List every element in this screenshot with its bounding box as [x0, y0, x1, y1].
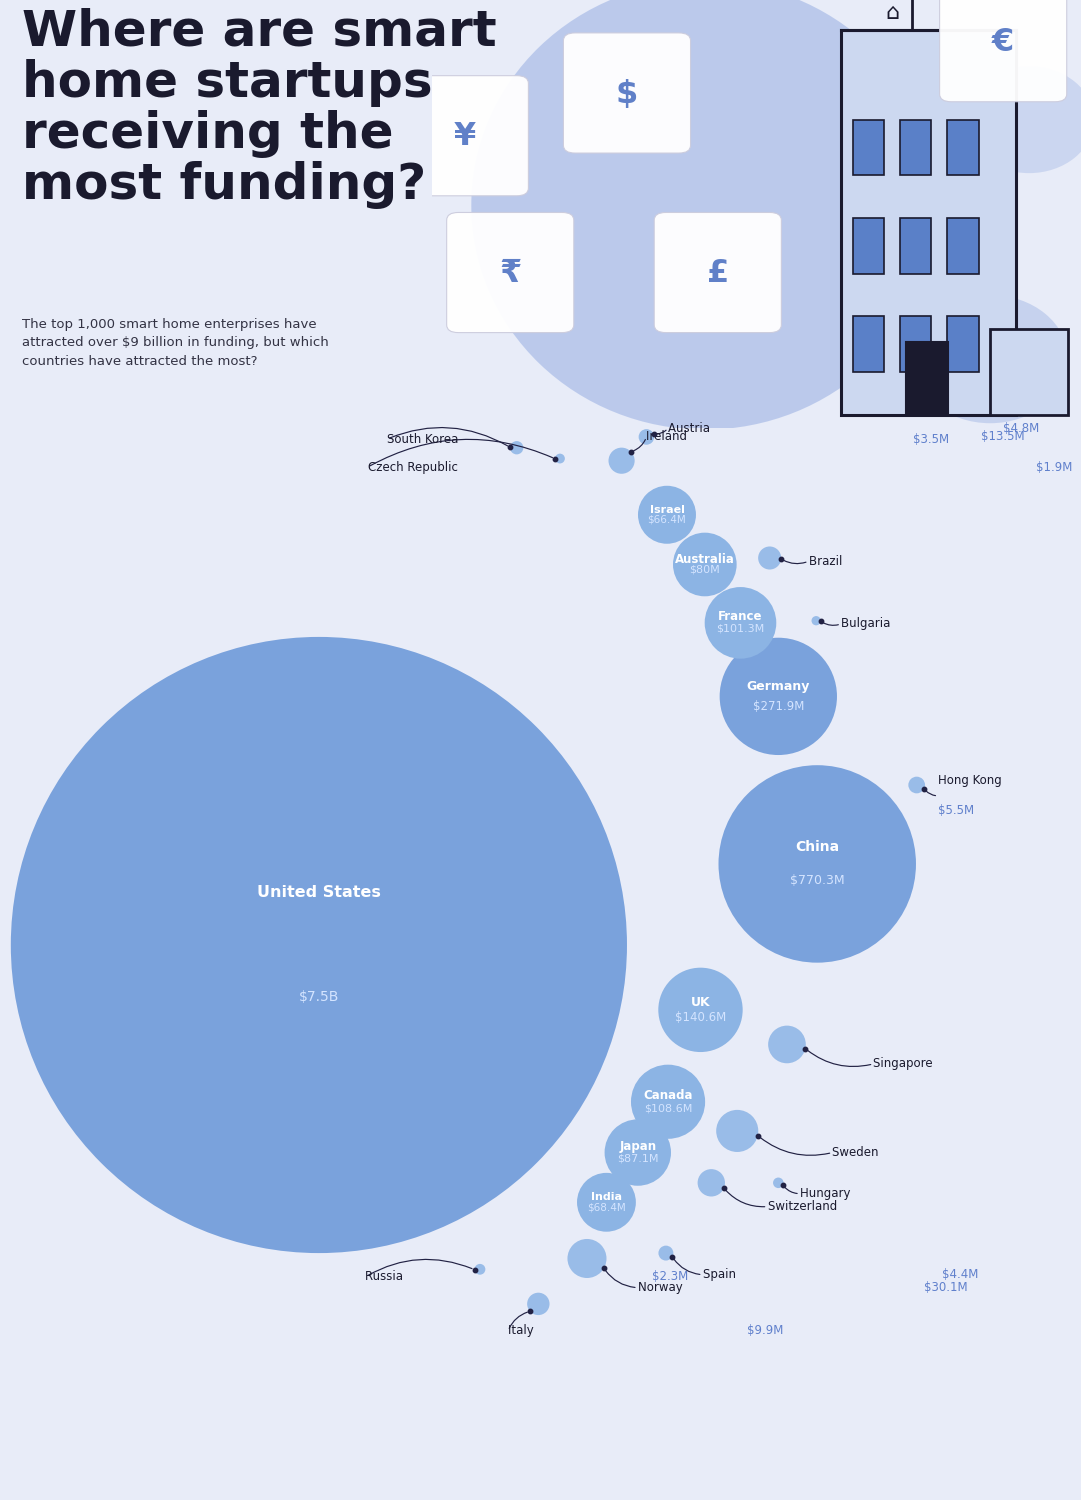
Text: $: $: [616, 78, 638, 110]
Circle shape: [568, 1239, 606, 1278]
Ellipse shape: [471, 0, 938, 429]
FancyBboxPatch shape: [401, 75, 529, 196]
Bar: [841, 30, 1016, 414]
Bar: [900, 217, 931, 273]
Text: Australia: Australia: [675, 552, 735, 566]
Circle shape: [658, 1245, 673, 1260]
Text: Switzerland: Switzerland: [768, 1200, 841, 1214]
Bar: [947, 217, 978, 273]
Text: $80M: $80M: [690, 566, 720, 574]
Text: Czech Republic: Czech Republic: [368, 460, 462, 474]
Circle shape: [719, 765, 916, 963]
Circle shape: [908, 777, 925, 794]
Circle shape: [769, 1026, 805, 1063]
Bar: [906, 342, 948, 414]
Circle shape: [11, 638, 627, 1252]
Text: ₹: ₹: [499, 258, 521, 290]
Circle shape: [720, 638, 837, 754]
Text: $108.6M: $108.6M: [644, 1102, 692, 1113]
Text: China: China: [796, 840, 839, 854]
Text: UK: UK: [691, 996, 710, 1010]
Text: $68.4M: $68.4M: [587, 1203, 626, 1212]
Bar: [947, 120, 978, 176]
Text: Japan: Japan: [619, 1140, 656, 1154]
Text: Canada: Canada: [643, 1089, 693, 1102]
Bar: [900, 120, 931, 176]
Circle shape: [773, 1178, 784, 1188]
Text: $66.4M: $66.4M: [648, 514, 686, 525]
Text: $4.4M: $4.4M: [942, 1268, 978, 1281]
Ellipse shape: [912, 296, 1068, 423]
Text: Norway: Norway: [638, 1281, 686, 1294]
Text: $271.9M: $271.9M: [752, 700, 804, 712]
Circle shape: [658, 968, 743, 1052]
Circle shape: [758, 546, 782, 570]
Text: $9.9M: $9.9M: [747, 1324, 784, 1338]
Circle shape: [631, 1065, 705, 1138]
Circle shape: [577, 1173, 636, 1232]
FancyBboxPatch shape: [446, 213, 574, 333]
Text: $770.3M: $770.3M: [790, 874, 844, 886]
Text: $3.5M: $3.5M: [912, 432, 949, 445]
Text: $140.6M: $140.6M: [675, 1011, 726, 1023]
Text: $5.5M: $5.5M: [938, 804, 974, 818]
Text: The top 1,000 smart home enterprises have
attracted over $9 billion in funding, : The top 1,000 smart home enterprises hav…: [22, 318, 329, 368]
Circle shape: [639, 429, 654, 444]
Text: Germany: Germany: [747, 680, 810, 693]
Text: €: €: [992, 27, 1014, 58]
Text: Israel: Israel: [650, 506, 684, 515]
Bar: [990, 328, 1068, 414]
Circle shape: [638, 486, 696, 544]
Circle shape: [510, 441, 523, 454]
Text: Russia: Russia: [365, 1270, 408, 1284]
Text: Spain: Spain: [703, 1268, 739, 1281]
Text: $13.5M: $13.5M: [980, 430, 1025, 444]
Circle shape: [475, 1264, 485, 1275]
FancyBboxPatch shape: [654, 213, 782, 333]
Circle shape: [697, 1168, 725, 1197]
Text: $30.1M: $30.1M: [924, 1281, 969, 1294]
Text: Ireland: Ireland: [646, 430, 691, 444]
Bar: [947, 316, 978, 372]
Text: ⌂: ⌂: [885, 3, 900, 22]
Circle shape: [555, 453, 565, 464]
Text: Hong Kong: Hong Kong: [938, 774, 1002, 788]
Text: France: France: [718, 610, 763, 624]
Text: $87.1M: $87.1M: [617, 1154, 658, 1162]
Text: $7.5B: $7.5B: [298, 990, 339, 1005]
Circle shape: [673, 532, 736, 597]
Circle shape: [705, 586, 776, 658]
Text: Where are smart
home startups
receiving the
most funding?: Where are smart home startups receiving …: [22, 8, 496, 208]
Text: Austria: Austria: [668, 422, 713, 435]
Text: Brazil: Brazil: [809, 555, 845, 567]
Text: $101.3M: $101.3M: [717, 624, 764, 634]
Text: South Korea: South Korea: [387, 432, 462, 445]
Bar: [853, 316, 884, 372]
Bar: [900, 316, 931, 372]
Ellipse shape: [964, 66, 1081, 172]
Text: India: India: [591, 1192, 622, 1203]
Circle shape: [717, 1110, 758, 1152]
Circle shape: [812, 616, 820, 626]
Text: Italy: Italy: [508, 1324, 537, 1338]
Circle shape: [604, 1119, 671, 1186]
Text: Singapore: Singapore: [873, 1058, 937, 1071]
Text: Hungary: Hungary: [800, 1186, 854, 1200]
Text: Sweden: Sweden: [832, 1146, 882, 1160]
Circle shape: [609, 447, 635, 474]
Bar: [853, 120, 884, 176]
Bar: [853, 217, 884, 273]
FancyBboxPatch shape: [939, 0, 1067, 102]
Text: $4.8M: $4.8M: [1002, 422, 1039, 435]
Text: Bulgaria: Bulgaria: [841, 618, 894, 630]
Text: United States: United States: [257, 885, 381, 900]
Text: $1.9M: $1.9M: [1037, 460, 1072, 474]
Text: £: £: [707, 258, 729, 290]
FancyBboxPatch shape: [563, 33, 691, 153]
Text: ¥: ¥: [454, 122, 476, 153]
Text: $2.3M: $2.3M: [652, 1270, 689, 1284]
Circle shape: [528, 1293, 549, 1316]
